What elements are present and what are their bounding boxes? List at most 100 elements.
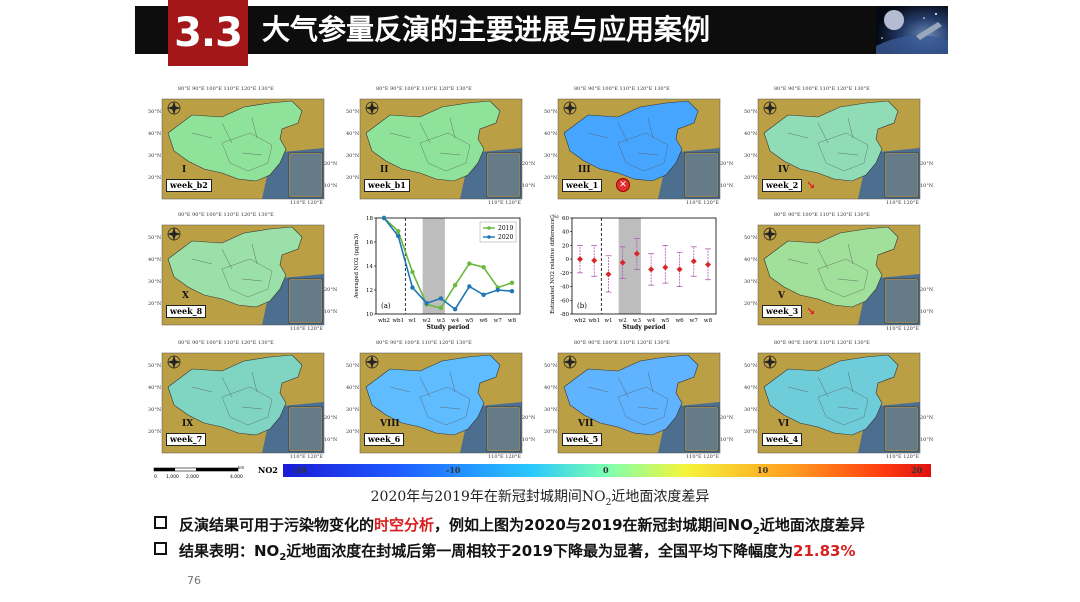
data-point-2020 (438, 296, 444, 301)
data-point-2019 (481, 265, 486, 270)
y-tick-label: 0 (566, 257, 570, 263)
line-chart-svg: 10 12 14 16 18 wb2 wb1 w1 w2 w3 w4 w5 w6 w7 w8 Study pe… (353, 215, 521, 331)
x-tick-label: wb1 (392, 318, 404, 324)
page-number: 76 (187, 574, 201, 587)
x-tick-label: w3 (633, 318, 642, 324)
data-point-2020 (509, 289, 515, 294)
data-point (605, 271, 612, 278)
map-inset-lon-ticks: 110°E 120°E (290, 200, 323, 206)
scale-bar: 0 1,000 2,000 4,000 km (153, 465, 244, 480)
map-inset-lat-ticks: 20°N 10°N (324, 415, 338, 443)
map-inset-lat-ticks: 20°N 10°N (324, 287, 338, 315)
map-inset-lat-ticks: 20°N 10°N (920, 287, 934, 315)
x-tick-label: w5 (465, 318, 474, 324)
map-roman-label: V (778, 291, 785, 301)
colorbar-label: NO2 (258, 465, 278, 475)
legend-entry: 2020 (498, 234, 513, 241)
panel-label: (b) (577, 302, 587, 310)
trend-arrow-icon: ↘ (806, 179, 816, 192)
map-roman-label: I (182, 165, 187, 175)
bullet-1: 反演结果可用于污染物变化的时空分析，例如上图为2020与2019在新冠封城期间N… (154, 514, 865, 537)
map-longitude-ticks: 80°E 90°E 100°E 110°E 120°E 130°E (774, 212, 870, 218)
map-week-label: week_1 (562, 179, 603, 192)
shaded-lockdown-band (422, 218, 445, 314)
y-tick-label: -40 (560, 285, 569, 291)
panel-label: (a) (381, 302, 391, 310)
space-illustration (876, 6, 948, 54)
data-point-2020 (481, 292, 486, 297)
data-point-2020 (410, 285, 415, 290)
china-map (757, 98, 921, 200)
page-title: 大气参量反演的主要进展与应用案例 (262, 13, 711, 46)
map-panel: IV week_2 80°E 90°E 100°E 110°E 120°E 130°… (744, 86, 933, 207)
map-inset-lon-ticks: 110°E 120°E (290, 454, 323, 460)
x-tick-label: wb2 (378, 318, 390, 324)
plot-frame (571, 217, 717, 315)
map-latitude-ticks: 50°N 40°N 30°N 20°N (346, 109, 360, 181)
map-latitude-ticks: 50°N 40°N 30°N 20°N (744, 363, 758, 435)
data-point-2019 (438, 305, 444, 311)
y-unit-label: (%) (550, 213, 559, 220)
map-week-label: week_7 (166, 433, 207, 446)
x-axis-label: Study period (427, 324, 471, 331)
map-panel: II week_b1 80°E 90°E 100°E 110°E 120°E 130… (346, 86, 535, 207)
legend-marker (487, 226, 491, 230)
x-tick-label: w4 (647, 318, 656, 324)
map-inset-lon-ticks: 110°E 120°E (488, 454, 521, 460)
x-tick-label: wb2 (574, 318, 586, 324)
map-inset-lat-ticks: 20°N 10°N (324, 161, 338, 189)
data-point (648, 266, 655, 273)
data-point-2020 (452, 307, 458, 312)
map-latitude-ticks: 50°N 40°N 30°N 20°N (544, 109, 558, 181)
map-panel: III week_1 80°E 90°E 100°E 110°E 120°E 130… (544, 86, 733, 207)
map-inset-lat-ticks: 20°N 10°N (720, 161, 734, 189)
scale-label-2: 2,000 (186, 474, 199, 480)
x-tick-label: w7 (690, 318, 699, 324)
prohibited-icon: ✕ (616, 178, 630, 192)
y-tick-label: 16 (366, 240, 373, 246)
scale-label-3: 4,000 (230, 474, 243, 480)
chart-averaged-no2: 10 12 14 16 18 wb2 wb1 w1 w2 w3 w4 w5 w6 w7 w8 Study pe… (350, 212, 526, 332)
china-map (161, 98, 325, 200)
data-point-2020 (381, 215, 387, 221)
map-longitude-ticks: 80°E 90°E 100°E 110°E 120°E 130°E (376, 86, 472, 92)
data-point (676, 266, 683, 273)
x-tick-label: w1 (408, 318, 416, 324)
data-point (619, 259, 626, 266)
x-tick-label: wb1 (588, 318, 600, 324)
map-longitude-ticks: 80°E 90°E 100°E 110°E 120°E 130°E (178, 340, 274, 346)
map-roman-label: VIII (380, 419, 400, 429)
map-latitude-ticks: 50°N 40°N 30°N 20°N (744, 109, 758, 181)
data-point (577, 256, 583, 263)
data-point (591, 257, 598, 264)
scale-label-1: 1,000 (166, 474, 179, 480)
errorbar-chart-svg: -80 -60 -40 -20 0 20 40 60 wb2 wb1 w1 w2 w3 w4 w5 w6 w7 w… (550, 213, 717, 331)
scale-unit: km (238, 465, 244, 470)
map-week-label: week_b2 (166, 179, 212, 192)
bullet-2: 结果表明：NO2近地面浓度在封城后第一周相较于2019下降最为显著，全国平均下降… (154, 540, 856, 563)
square-bullet-icon (154, 542, 167, 555)
map-roman-label: II (380, 165, 389, 175)
map-inset-lon-ticks: 110°E 120°E (886, 454, 919, 460)
y-axis-label: Estimated NO2 relative difference (550, 218, 556, 314)
x-tick-label: w4 (451, 318, 460, 324)
x-tick-label: w6 (675, 318, 684, 324)
map-roman-label: X (182, 291, 189, 301)
map-week-label: week_4 (762, 433, 803, 446)
map-inset-lon-ticks: 110°E 120°E (886, 200, 919, 206)
map-inset-lat-ticks: 20°N 10°N (920, 415, 934, 443)
map-longitude-ticks: 80°E 90°E 100°E 110°E 120°E 130°E (774, 340, 870, 346)
colorbar-tick-1: -20 (292, 465, 307, 475)
series-line-2019 (383, 217, 513, 309)
map-roman-label: IV (778, 165, 790, 175)
map-longitude-ticks: 80°E 90°E 100°E 110°E 120°E 130°E (376, 340, 472, 346)
map-inset-lon-ticks: 110°E 120°E (686, 200, 719, 206)
map-inset-lon-ticks: 110°E 120°E (886, 326, 919, 332)
map-longitude-ticks: 80°E 90°E 100°E 110°E 120°E 130°E (574, 340, 670, 346)
x-tick-label: w5 (661, 318, 670, 324)
y-tick-label: 20 (562, 243, 569, 249)
china-map (161, 224, 325, 326)
data-point-2019 (467, 261, 472, 266)
